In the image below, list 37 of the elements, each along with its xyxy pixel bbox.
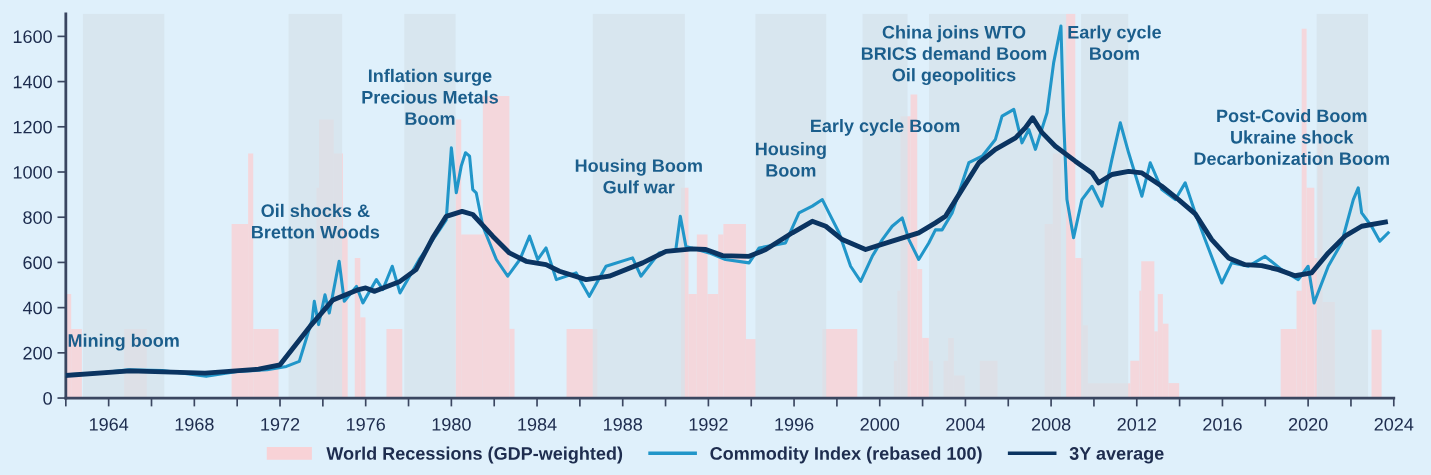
legend-label: 3Y average	[1069, 447, 1164, 464]
band-label: Inflation surge Precious Metals Boom	[362, 68, 498, 126]
y-tick-label: 1000	[13, 165, 52, 179]
x-tick-label: 1972	[261, 417, 300, 431]
band-label: China joins WTO BRICS demand Boom Oil geopolitics	[861, 25, 1047, 86]
x-tick-label: 1984	[518, 417, 557, 431]
y-tick-label: 1600	[13, 30, 52, 44]
x-tick-label: 1996	[775, 417, 814, 431]
band-label: Housing Boom	[755, 142, 826, 177]
x-tick-label: 1968	[175, 417, 214, 431]
legend-label: Commodity Index (rebased 100)	[710, 446, 982, 464]
band-label: Early cycle Boom	[811, 118, 960, 136]
x-tick-label: 1992	[689, 417, 728, 431]
band-label: Early cycle Boom	[1068, 25, 1161, 60]
x-tick-label: 2008	[1031, 417, 1071, 431]
band-label: Mining boom	[68, 333, 179, 351]
y-tick-label: 600	[23, 256, 52, 270]
x-tick-label: 1964	[89, 417, 129, 431]
x-tick-label: 2016	[1203, 417, 1242, 431]
x-tick-label: 1976	[346, 417, 385, 431]
y-tick-label: 800	[23, 211, 52, 224]
legend-label: World Recessions (GDP-weighted)	[326, 446, 623, 464]
band-label: Post-Covid Boom Ukraine shock Decarbonization Boom	[1194, 108, 1389, 166]
x-tick-label: 1980	[432, 417, 471, 431]
x-tick-label: 2000	[860, 417, 900, 431]
x-tick-label: 2024	[1374, 417, 1414, 431]
y-tick-label: 0	[43, 391, 52, 405]
x-tick-label: 2012	[1117, 417, 1156, 431]
y-tick-label: 1400	[13, 75, 52, 89]
band-label: Oil shocks & Bretton Woods	[252, 203, 380, 239]
band-label: Housing Boom Gulf war	[575, 158, 702, 194]
x-tick-label: 1988	[604, 417, 643, 431]
x-tick-label: 2020	[1288, 417, 1328, 431]
x-tick-label: 2004	[946, 417, 985, 431]
y-tick-label: 1200	[13, 120, 52, 134]
y-tick-label: 200	[23, 346, 52, 360]
y-tick-label: 400	[22, 301, 52, 315]
